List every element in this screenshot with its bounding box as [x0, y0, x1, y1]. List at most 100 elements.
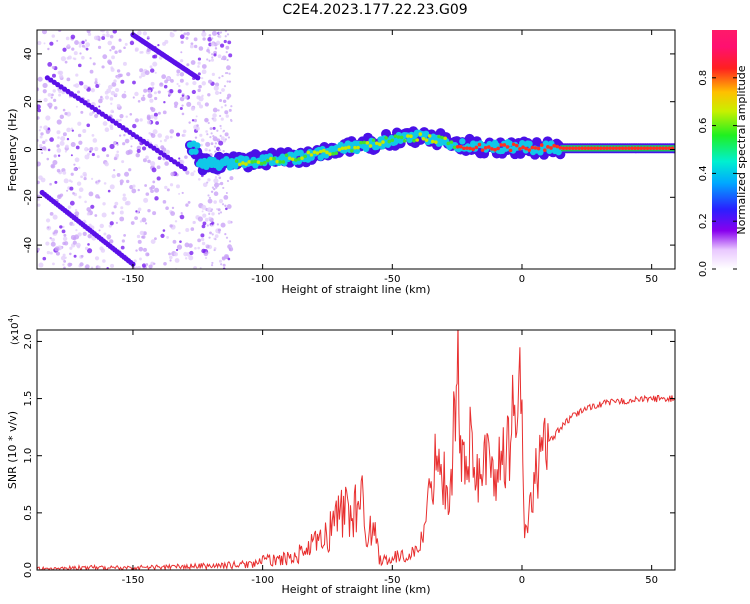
snr-y-multiplier-close: ) — [10, 314, 21, 318]
spectrogram-noise-point — [201, 204, 207, 210]
spectrogram-noise-point — [202, 221, 207, 226]
spectrogram-noise-point — [124, 201, 129, 206]
spectrogram-noise-point — [75, 242, 81, 248]
spectrogram-ridge-core — [661, 146, 665, 151]
spectrogram-noise-point — [168, 252, 171, 256]
spectrogram-noise-point — [43, 125, 48, 131]
spectrogram-noise-point — [193, 170, 196, 173]
spectrogram-noise-point — [200, 233, 205, 238]
spectrogram-noise-point — [123, 234, 127, 237]
spectrogram-noise-point — [37, 108, 42, 113]
spectrogram-noise-point — [179, 240, 182, 243]
spectrogram-ridge-body — [526, 140, 533, 148]
spectrogram-noise-point — [71, 129, 74, 132]
spectrogram-noise-point — [187, 200, 191, 204]
spectrogram-noise-point — [186, 63, 190, 67]
spectrogram-noise-point — [72, 223, 75, 226]
spectrogram-noise-point — [89, 112, 93, 117]
spectrogram-noise-point — [111, 174, 116, 179]
snr-x-tick-label: -50 — [384, 575, 400, 586]
spectrogram-ridge-core — [633, 146, 637, 151]
spectrogram-noise-point — [123, 90, 126, 93]
spectrogram-noise-point — [77, 63, 82, 68]
spectrogram-ridge-core — [480, 148, 485, 152]
spectrogram-noise-point — [176, 82, 179, 86]
spectrogram-noise-point — [217, 54, 222, 59]
spectrogram-noise-point — [86, 123, 91, 128]
spectrogram-x-label: Height of straight line (km) — [281, 283, 430, 296]
spectrogram-ridge-core — [275, 159, 279, 164]
spectrogram-noise-point — [169, 224, 173, 228]
spectrogram-ridge-core — [353, 145, 357, 150]
spectrogram-noise-point — [226, 179, 230, 183]
spectrogram-noise-point — [148, 131, 152, 135]
spectrogram-noise-point — [153, 54, 158, 59]
spectrogram-ridge-core — [574, 146, 578, 151]
spectrogram-noise-point — [86, 30, 91, 34]
spectrogram-noise-point — [223, 85, 227, 88]
spectrogram-ridge-core — [365, 141, 370, 145]
spectrogram-noise-point — [47, 226, 50, 229]
spectrogram-noise-point — [213, 85, 219, 91]
spectrogram-noise-point — [193, 118, 198, 123]
spectrogram-noise-point — [175, 184, 180, 189]
spectrogram-noise-point — [166, 236, 169, 239]
spectrogram-noise-point — [139, 220, 143, 223]
spectrogram-noise-point — [190, 172, 195, 177]
spectrogram-noise-point — [185, 203, 189, 207]
spectrogram-noise-point — [37, 116, 40, 120]
spectrogram-noise-point — [196, 124, 199, 127]
spectrogram-noise-point — [62, 170, 67, 175]
spectrogram-noise-point — [45, 115, 51, 121]
spectrogram-noise-point — [57, 136, 60, 139]
spectrogram-noise-point — [178, 231, 181, 235]
spectrogram-noise-point — [228, 108, 232, 112]
spectrogram-noise-point — [139, 230, 145, 236]
spectrogram-noise-point — [63, 266, 66, 269]
spectrogram-noise-point — [186, 101, 192, 107]
spectrogram-noise-point — [132, 123, 137, 129]
spectrogram-noise-point — [221, 256, 226, 260]
spectrogram-noise-point — [59, 193, 64, 197]
spectrogram-noise-point — [216, 223, 219, 226]
spectrogram-noise-point — [132, 96, 135, 99]
spectrogram-noise-point — [102, 54, 108, 60]
spectrogram-noise-point — [152, 211, 157, 216]
spectrogram-noise-point — [150, 185, 155, 190]
spectrogram-noise-point — [194, 136, 198, 139]
snr-y-tick-label: 1.5 — [23, 391, 34, 407]
spectrogram-noise-point — [49, 182, 52, 186]
spectrogram-noise-point — [197, 88, 201, 93]
spectrogram-ridge-core — [315, 151, 320, 155]
spectrogram-noise-point — [223, 194, 229, 200]
spectrogram-noise-point — [143, 88, 148, 93]
spectrogram-noise-point — [210, 209, 213, 213]
spectrogram-ridge-core — [508, 148, 513, 153]
spectrogram-noise-point — [72, 57, 75, 60]
spectrogram-noise-point — [100, 95, 103, 99]
spectrogram-ridge-core — [599, 146, 603, 151]
spectrogram-ridge-core — [536, 146, 541, 151]
spectrogram-noise-point — [70, 34, 76, 40]
colorbar-label: Normalized spectral amplitude — [735, 65, 748, 234]
spectrogram-noise-point — [173, 252, 179, 257]
spectrogram-noise-point — [180, 59, 184, 63]
spectrogram-noise-point — [135, 210, 138, 213]
spectrogram-ridge-core — [658, 146, 662, 151]
spectrogram-noise-point — [121, 93, 127, 99]
spectrogram-noise-point — [106, 30, 109, 34]
spectrogram-noise-point — [208, 149, 211, 152]
spectrogram-noise-point — [42, 89, 47, 94]
spectrogram-noise-point — [87, 32, 92, 36]
spectrogram-noise-point — [118, 49, 122, 53]
spectrogram-noise-point — [110, 263, 115, 268]
spectrogram-noise-point — [85, 47, 89, 51]
spectrogram-ridge-core — [502, 143, 507, 147]
spectrogram-noise-point — [81, 40, 85, 45]
spectrogram-noise-point — [183, 95, 188, 100]
spectrogram-ridge-core — [623, 146, 628, 151]
spectrogram-noise-point — [110, 109, 114, 114]
spectrogram-noise-point — [110, 102, 113, 105]
spectrogram-noise-point — [163, 261, 167, 266]
spectrogram-noise-point — [111, 55, 115, 60]
